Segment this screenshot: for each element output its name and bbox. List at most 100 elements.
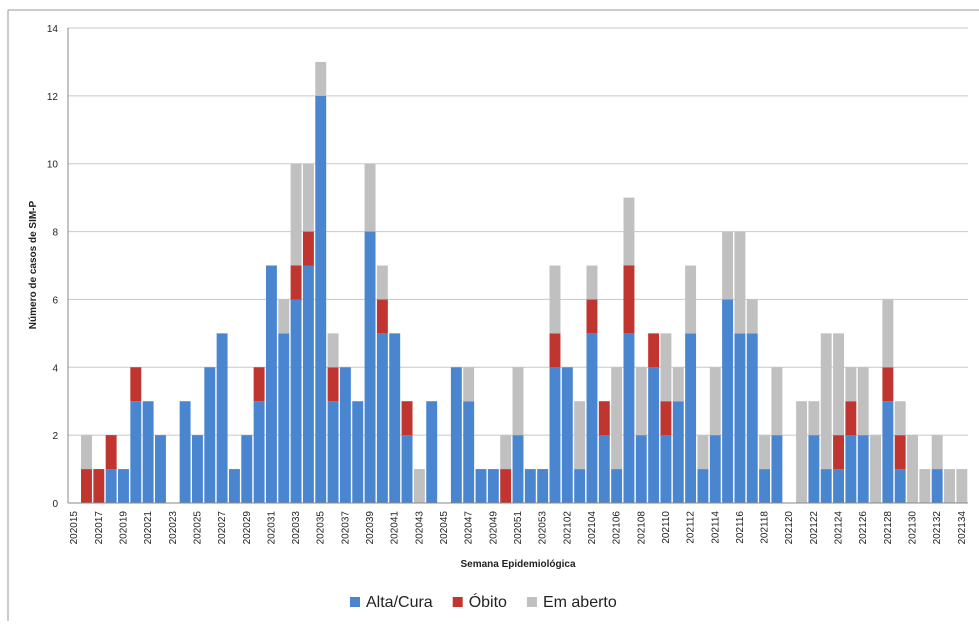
x-tick-label: 202118 — [760, 511, 771, 544]
bar-segment — [302, 265, 314, 503]
x-tick-label: 202104 — [587, 511, 598, 545]
bar-segment — [685, 333, 697, 503]
x-tick-label: 202110 — [661, 511, 672, 544]
bar-segment — [475, 469, 487, 503]
bar-segment — [327, 367, 339, 402]
bar-segment — [364, 163, 376, 232]
bar-segment — [81, 469, 92, 503]
bar-segment — [216, 333, 228, 503]
bar-segment — [759, 435, 771, 470]
bar-segment — [241, 435, 253, 503]
x-tick-label: 202120 — [784, 511, 795, 545]
bar-segment — [339, 367, 351, 503]
bar-segment — [882, 367, 894, 402]
bar-segment — [833, 435, 845, 470]
bar-segment — [574, 469, 586, 503]
bar-segment — [771, 435, 783, 503]
bar-segment — [81, 435, 92, 470]
bar-segment — [463, 367, 475, 402]
legend-label: Alta/Cura — [366, 594, 433, 611]
x-tick-label: 202132 — [932, 511, 943, 545]
bar-segment — [734, 333, 746, 503]
bar-segment — [586, 333, 598, 503]
x-tick-label: 202112 — [686, 511, 697, 544]
bar-segment — [463, 401, 475, 503]
x-tick-label: 202134 — [957, 511, 968, 545]
y-tick-label: 2 — [52, 431, 58, 442]
bar-segment — [931, 435, 943, 470]
bar-segment — [549, 333, 561, 368]
bar-segment — [401, 401, 413, 436]
x-axis-label: Semana Epidemiológica — [460, 559, 575, 570]
bar-segment — [105, 469, 117, 503]
bar-segment — [660, 401, 672, 436]
bar-segment — [278, 299, 290, 334]
bar-segment — [623, 265, 635, 334]
bar-segment — [191, 435, 203, 503]
bar-segment — [820, 469, 832, 503]
bar-segment — [118, 469, 129, 503]
legend-swatch — [350, 597, 360, 607]
y-tick-label: 14 — [47, 24, 59, 35]
bar-segment — [142, 401, 154, 503]
bar-segment — [278, 333, 290, 503]
bar-segment — [820, 333, 832, 470]
bar-segment — [524, 469, 536, 503]
bar-segment — [635, 435, 647, 503]
x-tick-label: 202047 — [464, 511, 475, 545]
x-tick-label: 202053 — [538, 511, 549, 545]
bar-segment — [672, 401, 684, 503]
bar-segment — [919, 469, 931, 503]
bar-segment — [796, 401, 808, 503]
bar-segment — [512, 435, 524, 503]
x-tick-label: 202045 — [439, 511, 450, 545]
bar-segment — [833, 469, 845, 503]
bar-segment — [93, 469, 105, 503]
bar-segment — [290, 299, 302, 503]
bar-segment — [833, 333, 845, 436]
y-tick-label: 4 — [52, 363, 58, 374]
bar-segment — [697, 435, 709, 470]
bar-segment — [882, 401, 894, 503]
x-tick-label: 202049 — [488, 511, 499, 545]
bar-segment — [413, 469, 425, 503]
bar-segment — [894, 435, 906, 470]
bar-segment — [709, 435, 721, 503]
bar-segment — [611, 469, 623, 503]
bar-segment — [179, 401, 191, 503]
bar-segment — [672, 367, 684, 402]
bar-segment — [537, 469, 549, 503]
y-tick-label: 8 — [52, 228, 58, 239]
bar-segment — [364, 231, 376, 504]
bar-segment — [931, 469, 943, 503]
bar-segment — [105, 435, 117, 470]
x-tick-label: 202027 — [217, 511, 228, 545]
x-tick-label: 202106 — [612, 511, 623, 545]
bar-segment — [352, 401, 364, 503]
bar-segment — [204, 367, 216, 503]
bar-segment — [894, 469, 906, 503]
bar-segment — [130, 367, 142, 402]
x-tick-label: 202033 — [291, 511, 302, 545]
legend-label: Óbito — [469, 592, 507, 611]
bar-segment — [734, 231, 746, 334]
x-tick-label: 202021 — [143, 511, 154, 545]
x-tick-label: 202039 — [365, 511, 376, 545]
bar-segment — [376, 265, 388, 300]
bar-segment — [512, 367, 524, 436]
bar-segment — [549, 265, 561, 334]
x-tick-label: 202015 — [69, 511, 80, 545]
bar-segment — [500, 469, 512, 503]
y-tick-label: 10 — [47, 160, 59, 171]
bar-segment — [302, 163, 314, 232]
bar-segment — [623, 197, 635, 266]
bar-segment — [574, 401, 586, 470]
bar-segment — [253, 367, 265, 402]
bar-segment — [228, 469, 240, 503]
bar-segment — [944, 469, 955, 503]
bar-segment — [870, 435, 881, 503]
bar-segment — [130, 401, 142, 503]
legend-label: Em aberto — [543, 594, 617, 611]
legend-swatch — [526, 597, 537, 607]
bar-segment — [302, 231, 314, 266]
